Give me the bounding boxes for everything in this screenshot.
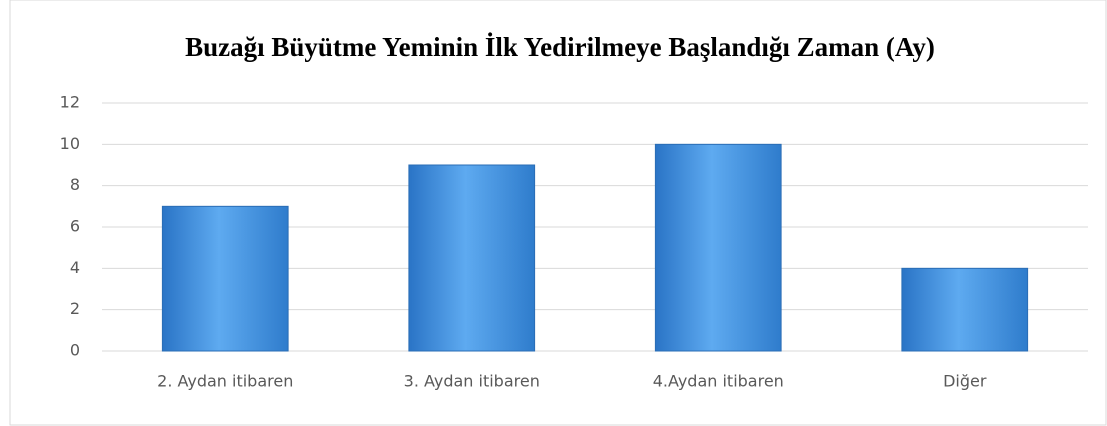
chart-border: [9, 0, 1107, 426]
x-tick-label: 3. Aydan itibaren: [404, 372, 540, 391]
y-tick-label: 6: [70, 217, 80, 236]
y-tick-label: 12: [60, 93, 80, 112]
bar: [901, 267, 1029, 352]
y-tick-label: 10: [60, 134, 80, 153]
bar: [161, 205, 289, 352]
y-tick-label: 2: [70, 299, 80, 318]
bar: [654, 143, 782, 352]
y-tick-label: 0: [70, 341, 80, 360]
x-tick-label: 4.Aydan itibaren: [653, 372, 784, 391]
y-tick-label: 4: [70, 258, 80, 277]
bar: [408, 164, 536, 352]
y-tick-label: 8: [70, 175, 80, 194]
chart-title: Buzağı Büyütme Yeminin İlk Yedirilmeye B…: [185, 32, 935, 62]
x-tick-label: Diğer: [943, 372, 987, 391]
x-tick-label: 2. Aydan itibaren: [157, 372, 293, 391]
